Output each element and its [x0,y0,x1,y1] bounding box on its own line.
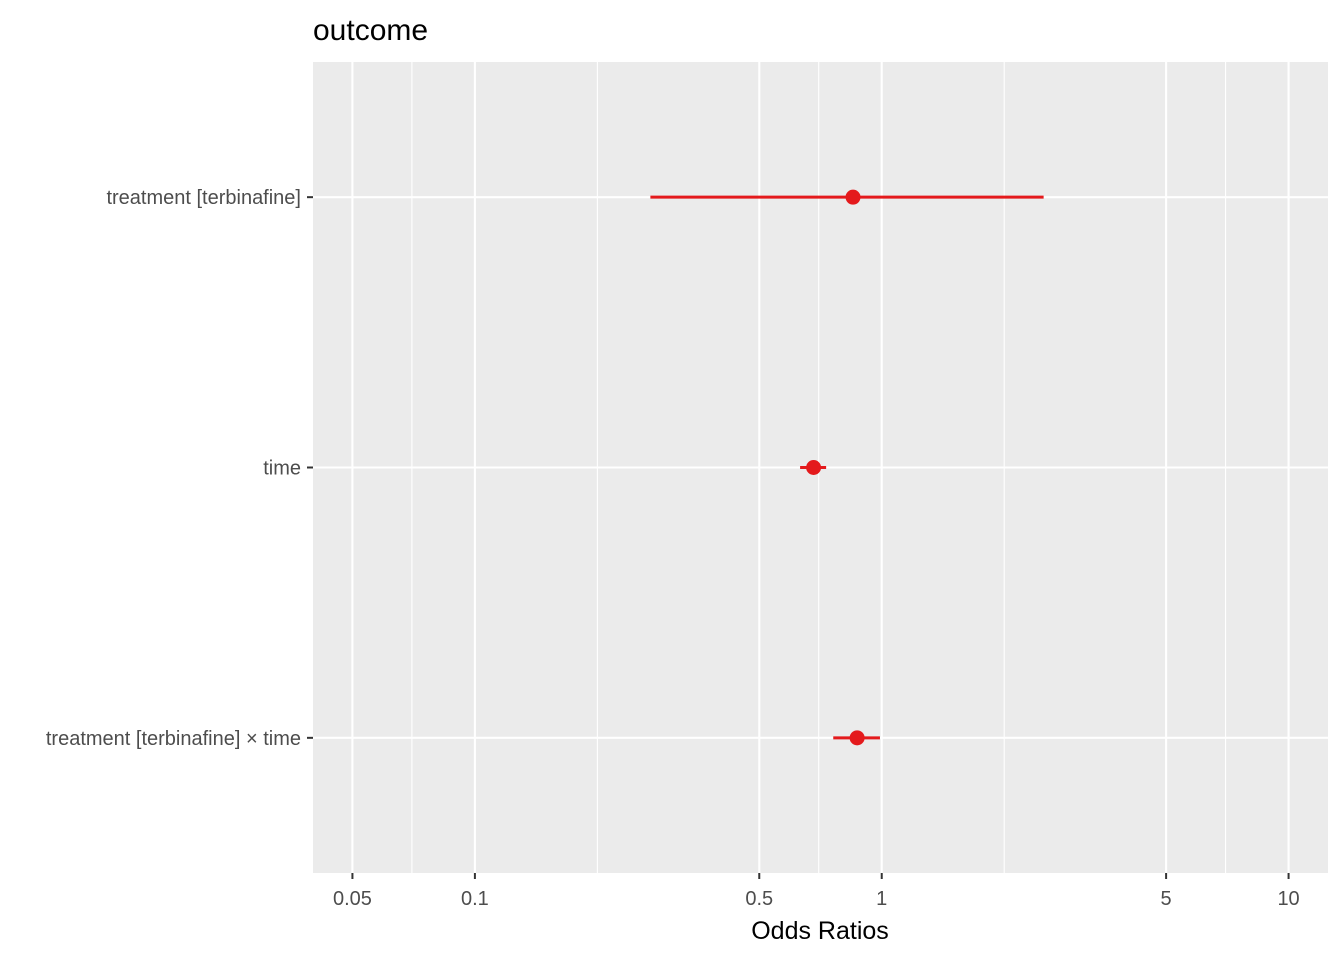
x-tick-label: 0.5 [745,888,773,910]
y-axis: treatment [terbinafine] time treatment [te… [46,187,313,750]
estimate-point [806,460,822,475]
estimate-marks [650,189,1044,746]
estimate-point [845,189,861,205]
x-tick-label: 10 [1277,888,1299,910]
y-tick-label: treatment [terbinafine] [106,187,301,209]
x-tick-label: 0.05 [333,888,372,910]
estimate-point [849,730,865,746]
y-tick-label: treatment [terbinafine] × time [46,728,301,750]
x-axis: 0.05 0.1 0.5 1 5 10 [333,873,1300,910]
x-tick-label: 1 [876,888,887,910]
x-tick-label: 5 [1161,888,1172,910]
x-tick-label: 0.1 [461,888,489,910]
chart-title: outcome [313,14,428,47]
x-axis-title: Odds Ratios [751,917,889,945]
y-tick-label: time [263,458,301,480]
